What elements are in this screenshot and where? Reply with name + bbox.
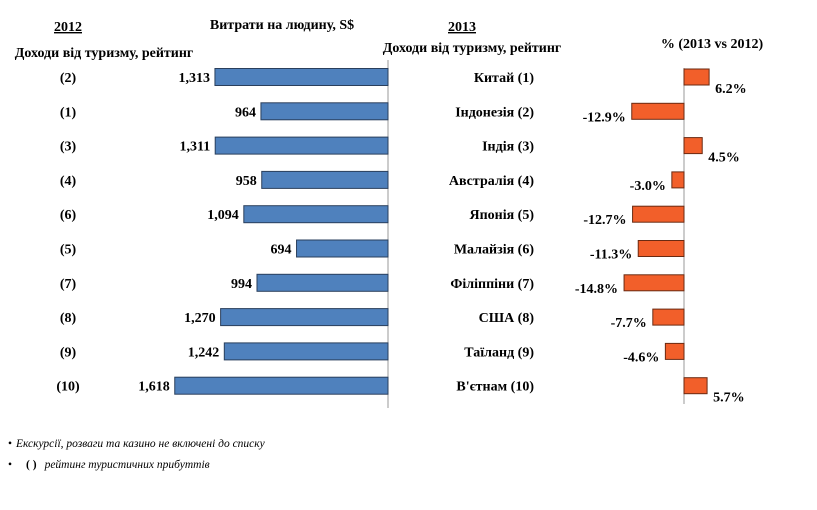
rank-2012-label: (3)	[60, 140, 77, 155]
spend-value-label: 1,094	[207, 208, 239, 223]
pct-bar	[683, 377, 708, 395]
spend-bar	[223, 342, 389, 361]
pct-value-label: -12.9%	[583, 110, 626, 125]
footnote-1-text: Екскурсії, розваги та казино не включені…	[16, 438, 265, 450]
pct-bar	[637, 240, 685, 257]
pct-bar	[683, 137, 703, 155]
rank-2012-label: (5)	[60, 243, 77, 258]
spend-value-label: 964	[235, 105, 256, 120]
spend-value-label: 694	[271, 243, 292, 258]
spend-bar	[260, 102, 389, 121]
pct-value-label: -14.8%	[575, 282, 618, 297]
pct-value-label: 5.7%	[713, 391, 745, 406]
pct-bar	[632, 205, 685, 223]
spend-value-label: 1,270	[184, 311, 216, 326]
pct-bar	[623, 274, 685, 292]
country-rank-2013-label: Китай (1)	[474, 71, 534, 86]
spend-bar	[214, 68, 389, 86]
rank-2012-label: (4)	[60, 174, 77, 189]
pct-bar	[683, 68, 710, 86]
spend-value-label: 1,313	[178, 71, 210, 86]
year-2012-header: 2012	[54, 20, 82, 35]
rank-2012-label: (2)	[60, 71, 77, 86]
spend-bar	[243, 205, 389, 224]
country-rank-2013-label: Австралія (4)	[449, 174, 534, 189]
footnote-2: • ( ) рейтинг туристичних прибуттів	[8, 455, 608, 476]
country-rank-2013-label: Таїланд (9)	[464, 345, 534, 360]
spend-bar	[214, 136, 389, 155]
country-rank-2013-label: США (8)	[479, 311, 535, 326]
spend-bar	[296, 239, 389, 258]
spend-value-label: 1,618	[138, 380, 170, 395]
footnote-2-text: рейтинг туристичних прибуттів	[44, 459, 210, 471]
spend-title: Витрати на людину, S$	[210, 18, 354, 33]
ranking-2012-header: Доходи від туризму, рейтинг	[15, 46, 194, 61]
rank-2012-label: (6)	[60, 208, 77, 223]
country-rank-2013-label: В'єтнам (10)	[456, 380, 534, 395]
ranking-2013-header: Доходи від туризму, рейтинг	[383, 41, 562, 56]
rank-2012-label: (1)	[60, 105, 77, 120]
pct-bar	[652, 308, 685, 326]
spend-value-label: 1,311	[179, 140, 210, 155]
rank-2012-label: (9)	[60, 345, 77, 360]
spend-value-label: 958	[236, 174, 257, 189]
pct-value-label: 4.5%	[708, 151, 740, 166]
pct-value-label: -4.6%	[623, 350, 659, 365]
country-rank-2013-label: Філіппіни (7)	[450, 277, 534, 292]
year-2013-header: 2013	[448, 20, 476, 35]
pct-bar	[671, 171, 685, 189]
pct-value-label: 6.2%	[715, 82, 747, 97]
spend-bar	[174, 376, 389, 395]
country-rank-2013-label: Індонезія (2)	[455, 105, 534, 120]
spend-value-label: 1,242	[188, 345, 220, 360]
pct-value-label: -3.0%	[630, 179, 666, 194]
country-rank-2013-label: Малайзія (6)	[454, 243, 535, 258]
footnotes: • Екскурсії, розваги та казино не включен…	[8, 434, 608, 476]
pct-bar	[631, 102, 685, 120]
footnote-2-paren: ( )	[26, 459, 37, 471]
spend-bar	[220, 308, 389, 327]
pct-value-label: -12.7%	[583, 213, 626, 228]
bullet-icon: •	[8, 459, 13, 471]
pct-value-label: -11.3%	[590, 248, 632, 263]
spend-bar	[261, 170, 389, 189]
pct-title: % (2013 vs 2012)	[661, 37, 764, 52]
spend-value-label: 994	[231, 277, 252, 292]
rank-2012-label: (8)	[60, 311, 77, 326]
country-rank-2013-label: Японія (5)	[469, 208, 534, 223]
bullet-icon: •	[8, 438, 13, 450]
rank-2012-label: (10)	[56, 380, 80, 395]
spend-bar	[256, 273, 389, 292]
country-rank-2013-label: Індія (3)	[482, 140, 534, 155]
pct-value-label: -7.7%	[611, 316, 647, 331]
pct-bar	[664, 342, 685, 360]
footnote-1: • Екскурсії, розваги та казино не включен…	[8, 434, 608, 455]
rank-2012-label: (7)	[60, 277, 77, 292]
